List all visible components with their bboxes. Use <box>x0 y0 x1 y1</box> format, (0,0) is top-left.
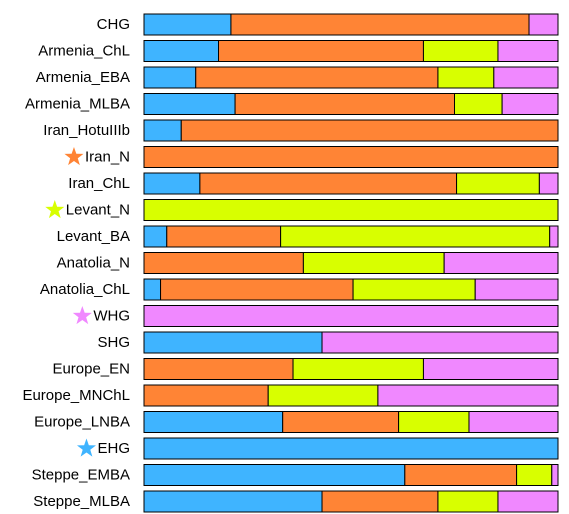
bar-segment-steppe-mlba-1 <box>143 490 323 513</box>
label-armenia-chl: Armenia_ChL <box>38 43 130 60</box>
label-armenia-eba: Armenia_EBA <box>36 69 130 86</box>
bar-segment-iran-chl-3 <box>456 172 540 195</box>
label-steppe-mlba: Steppe_MLBA <box>33 493 130 510</box>
bar-segment-steppe-mlba-3 <box>437 490 499 513</box>
star-icon-iran-n <box>64 147 84 166</box>
bar-segment-armenia-eba-1 <box>143 66 197 89</box>
bar-segment-armenia-mlba-2 <box>234 93 455 115</box>
bar-segment-steppe-emba-1 <box>143 464 406 486</box>
bar-segment-europe-mnchl-3 <box>267 384 379 407</box>
label-iran-hotuiiib: Iran_HotuIIIb <box>43 122 130 139</box>
bar-segment-whg-4 <box>143 305 559 327</box>
bar-segment-armenia-eba-2 <box>195 66 439 89</box>
label-steppe-emba: Steppe_EMBA <box>32 467 130 484</box>
bar-segment-europe-lnba-3 <box>398 411 470 433</box>
bar-segment-chg-2 <box>230 13 530 36</box>
bar-segment-chg-1 <box>143 13 232 36</box>
bar-segment-steppe-emba-4 <box>551 464 559 486</box>
label-iran-chl: Iran_ChL <box>68 175 130 192</box>
bar-segment-chg-4 <box>528 13 559 36</box>
bar-segment-anatolia-n-2 <box>143 252 304 274</box>
bar-segment-iran-chl-1 <box>143 172 201 195</box>
label-europe-mnchl: Europe_MNChL <box>22 387 130 404</box>
label-europe-lnba: Europe_LNBA <box>34 414 130 431</box>
bar-segment-armenia-chl-4 <box>497 40 559 62</box>
bar-segment-armenia-eba-3 <box>437 66 495 89</box>
bar-segment-iran-chl-2 <box>199 172 458 195</box>
bar-segment-europe-lnba-1 <box>143 411 284 433</box>
bar-segment-steppe-emba-2 <box>404 464 518 486</box>
bar-segment-armenia-chl-3 <box>422 40 499 62</box>
bar-segment-europe-en-3 <box>292 358 424 380</box>
bar-segment-iran-n-2 <box>143 146 559 168</box>
bar-segment-anatolia-n-3 <box>302 252 445 274</box>
bar-segment-levant-ba-4 <box>549 225 559 248</box>
bar-segment-europe-lnba-4 <box>468 411 559 433</box>
bar-segment-levant-ba-1 <box>143 225 168 248</box>
label-europe-en: Europe_EN <box>52 361 130 378</box>
bar-segment-iran-hotuiiib-1 <box>143 119 182 142</box>
label-anatolia-n: Anatolia_N <box>57 255 130 272</box>
bar-segment-armenia-mlba-1 <box>143 93 236 115</box>
bar-segment-europe-mnchl-4 <box>377 384 559 407</box>
bar-segment-armenia-eba-4 <box>493 66 559 89</box>
bar-segment-levant-ba-3 <box>280 225 551 248</box>
bar-segment-europe-en-2 <box>143 358 294 380</box>
label-levant-n: Levant_N <box>66 202 130 219</box>
stacked-bars <box>143 13 559 513</box>
label-whg: WHG <box>93 308 130 325</box>
bar-segment-armenia-chl-2 <box>218 40 424 62</box>
bar-segment-europe-en-4 <box>422 358 559 380</box>
bar-segment-europe-mnchl-2 <box>143 384 269 407</box>
bar-segment-ehg-1 <box>143 437 559 460</box>
bar-segment-anatolia-chl-4 <box>474 278 559 301</box>
bar-segment-iran-chl-4 <box>538 172 559 195</box>
label-iran-n: Iran_N <box>85 149 130 166</box>
label-shg: SHG <box>97 334 130 351</box>
bar-segment-steppe-emba-3 <box>516 464 553 486</box>
bar-segment-steppe-mlba-4 <box>497 490 559 513</box>
reference-markers <box>45 147 96 457</box>
bar-segment-europe-lnba-2 <box>282 411 400 433</box>
bar-segment-anatolia-chl-1 <box>143 278 162 301</box>
bar-segment-armenia-mlba-3 <box>454 93 503 115</box>
bar-segment-armenia-chl-1 <box>143 40 220 62</box>
bar-segment-steppe-mlba-2 <box>321 490 439 513</box>
star-icon-levant-n <box>45 200 65 219</box>
category-labels: CHG Armenia_ChL Armenia_EBA Armenia_MLBA Ira… <box>22 16 130 510</box>
label-ehg: EHG <box>97 440 130 457</box>
label-chg: CHG <box>97 16 130 33</box>
label-levant-ba: Levant_BA <box>57 228 130 245</box>
bar-segment-iran-hotuiiib-2 <box>180 119 559 142</box>
star-icon-ehg <box>76 438 96 457</box>
label-armenia-mlba: Armenia_MLBA <box>25 96 130 113</box>
bar-segment-anatolia-n-4 <box>443 252 559 274</box>
bar-segment-shg-1 <box>143 331 323 354</box>
bar-segment-levant-n-3 <box>143 199 559 221</box>
label-anatolia-chl: Anatolia_ChL <box>40 281 130 298</box>
bar-segment-levant-ba-2 <box>166 225 282 248</box>
bar-segment-armenia-mlba-4 <box>501 93 559 115</box>
bar-segment-anatolia-chl-3 <box>352 278 476 301</box>
star-icon-whg <box>72 306 92 325</box>
bar-segment-shg-4 <box>321 331 559 354</box>
bar-segment-anatolia-chl-2 <box>160 278 354 301</box>
